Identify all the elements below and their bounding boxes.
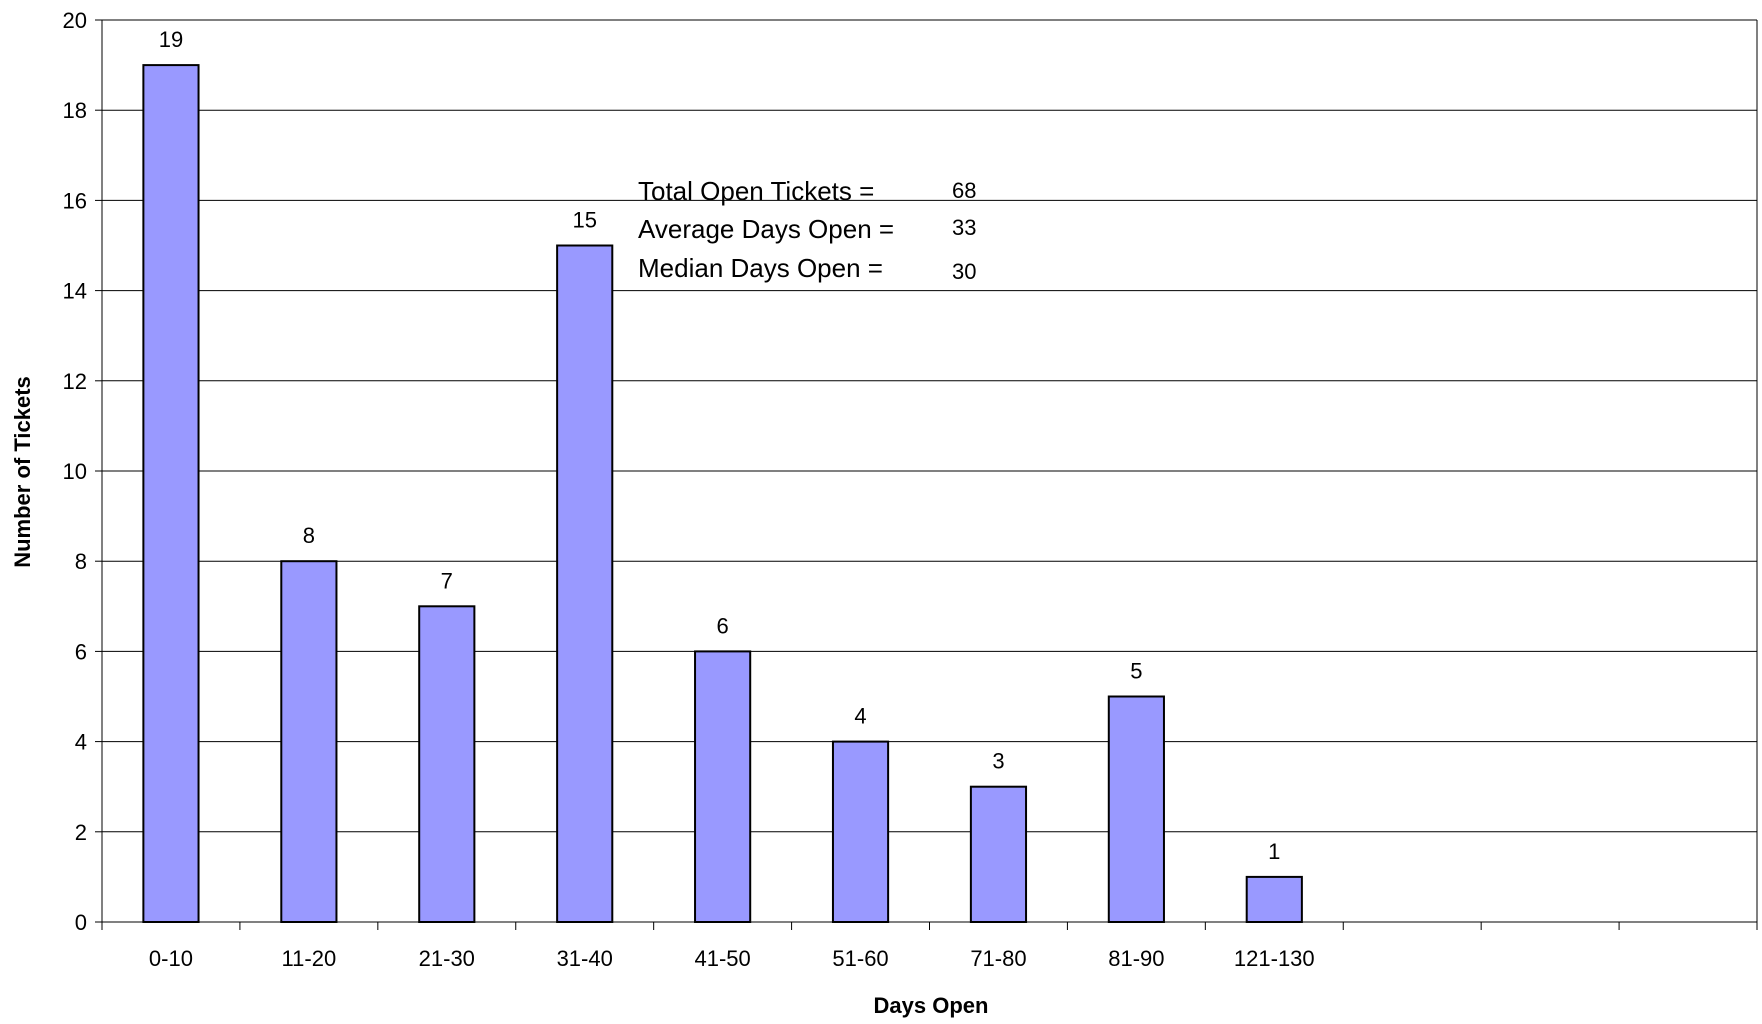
data-label: 3: [992, 749, 1004, 774]
y-tick-label: 20: [63, 8, 87, 33]
bar: [831, 740, 890, 923]
x-tick-label: 21-30: [419, 946, 475, 971]
x-tick-label: 121-130: [1234, 946, 1315, 971]
x-tick-label: 11-20: [282, 946, 337, 971]
data-label: 4: [854, 704, 866, 729]
y-tick-label: 18: [63, 98, 87, 123]
x-tick-label: 81-90: [1108, 946, 1164, 971]
data-label: 7: [441, 568, 453, 593]
x-tick-label: 0-10: [149, 946, 193, 971]
x-tick-label: 71-80: [970, 946, 1026, 971]
y-tick-label: 8: [75, 549, 87, 574]
bar: [969, 785, 1028, 924]
x-tick-label: 41-50: [694, 946, 750, 971]
y-tick-label: 10: [63, 459, 87, 484]
y-tick-label: 2: [75, 820, 87, 845]
y-tick-labels: 0 2 4 6 8 10 12 14 16 18 20: [63, 8, 87, 935]
y-tick-label: 14: [63, 279, 87, 304]
axes: [95, 19, 1758, 930]
y-tick-label: 6: [75, 639, 87, 664]
average-days-open-value: 33: [952, 215, 976, 240]
data-label: 15: [572, 208, 596, 233]
bar: [280, 560, 338, 923]
average-days-open-label: Average Days Open =: [638, 214, 894, 244]
x-tick-label: 51-60: [832, 946, 888, 971]
bar: [418, 605, 476, 923]
y-axis-title: Number of Tickets: [10, 376, 35, 568]
summary-annotation: Total Open Tickets = 68 Average Days Ope…: [638, 176, 976, 284]
median-days-open-value: 30: [952, 259, 976, 284]
bar: [556, 244, 614, 923]
data-label: 1: [1268, 839, 1280, 864]
data-label: 8: [303, 523, 315, 548]
bar: [694, 650, 752, 924]
x-tick-labels: 0-10 11-20 21-30 31-40 41-50 51-60 71-80 81-90 1…: [149, 946, 1315, 971]
y-tick-label: 16: [63, 188, 87, 213]
y-tick-label: 0: [75, 910, 87, 935]
bar: [142, 64, 200, 924]
x-tick-label: 31-40: [557, 946, 613, 971]
y-tick-label: 4: [75, 730, 87, 755]
data-label: 5: [1130, 659, 1142, 684]
data-labels: 19 8 7 15 6 4 3 5 1: [159, 27, 1281, 864]
data-label: 6: [717, 613, 729, 638]
bar: [1107, 695, 1165, 923]
data-label: 19: [159, 27, 183, 52]
y-tick-label: 12: [63, 369, 87, 394]
total-open-tickets-label: Total Open Tickets =: [638, 176, 874, 206]
gridlines: [102, 19, 1757, 833]
median-days-open-label: Median Days Open =: [638, 253, 883, 283]
total-open-tickets-value: 68: [952, 178, 976, 203]
x-axis-title: Days Open: [874, 993, 989, 1018]
bar: [1245, 875, 1303, 924]
